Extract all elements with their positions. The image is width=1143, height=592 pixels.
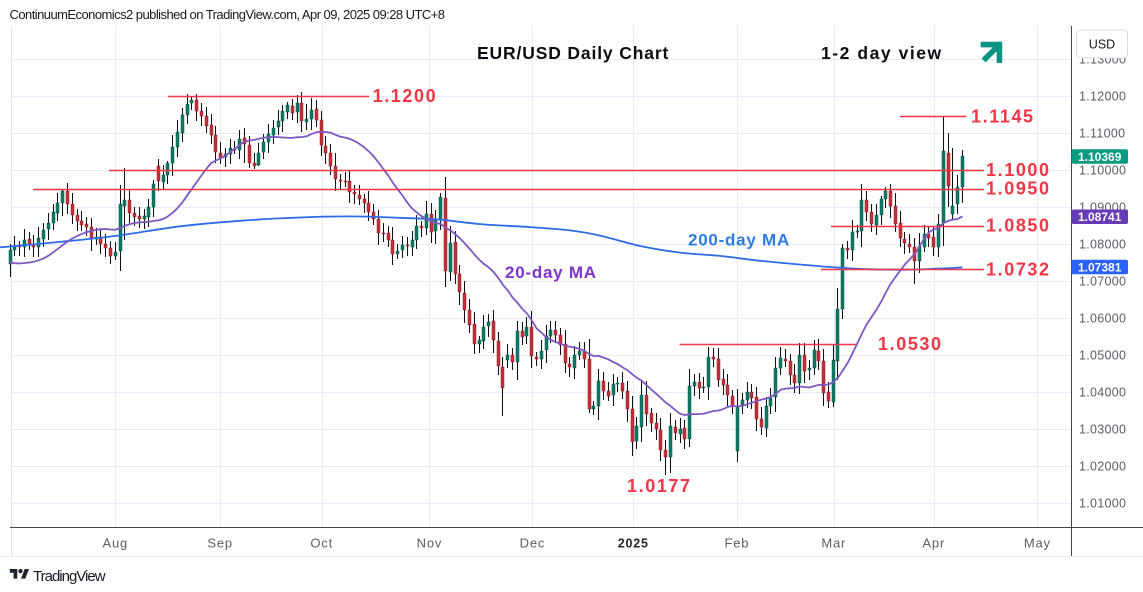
svg-text:1.07381: 1.07381 [1078,260,1122,274]
svg-text:1.0177: 1.0177 [627,476,692,496]
svg-text:1.0530: 1.0530 [878,334,943,354]
svg-text:Feb: Feb [724,536,749,551]
svg-text:1.03000: 1.03000 [1079,422,1126,436]
svg-text:Aug: Aug [103,536,129,551]
svg-text:1.11000: 1.11000 [1079,126,1125,140]
svg-text:1.08741: 1.08741 [1078,210,1122,224]
svg-text:1.1145: 1.1145 [971,107,1035,127]
svg-text:20-day MA: 20-day MA [505,263,597,282]
svg-text:1.07000: 1.07000 [1079,274,1126,288]
svg-text:1.0850: 1.0850 [986,216,1051,236]
svg-text:May: May [1024,536,1051,551]
svg-text:1.12000: 1.12000 [1079,89,1126,103]
svg-text:USD: USD [1089,38,1115,52]
svg-text:1.04000: 1.04000 [1079,385,1126,399]
svg-text:1-2 day view: 1-2 day view [821,43,943,63]
svg-text:1.0950: 1.0950 [986,179,1051,199]
svg-text:1.06000: 1.06000 [1079,311,1126,325]
svg-text:1.08000: 1.08000 [1079,237,1126,251]
svg-text:EUR/USD Daily Chart: EUR/USD Daily Chart [477,43,669,63]
svg-text:1.05000: 1.05000 [1079,348,1126,362]
svg-text:TradingView: TradingView [33,568,106,585]
svg-text:ContinuumEconomics2 published: ContinuumEconomics2 published on Trading… [10,7,445,22]
svg-text:Nov: Nov [417,536,443,551]
svg-text:Mar: Mar [821,536,846,551]
svg-text:1.02000: 1.02000 [1079,459,1126,473]
svg-text:1.1000: 1.1000 [986,160,1051,180]
svg-text:1.10000: 1.10000 [1079,163,1126,177]
svg-text:Dec: Dec [520,536,546,551]
svg-text:Apr: Apr [922,536,945,551]
svg-text:1.0732: 1.0732 [986,259,1051,279]
svg-text:1.01000: 1.01000 [1079,496,1126,510]
svg-text:200-day MA: 200-day MA [688,231,790,250]
svg-text:Oct: Oct [310,536,333,551]
svg-text:Sep: Sep [207,536,233,551]
svg-text:1.10369: 1.10369 [1078,150,1122,164]
svg-text:1.1200: 1.1200 [373,86,438,106]
svg-text:2025: 2025 [618,537,649,551]
